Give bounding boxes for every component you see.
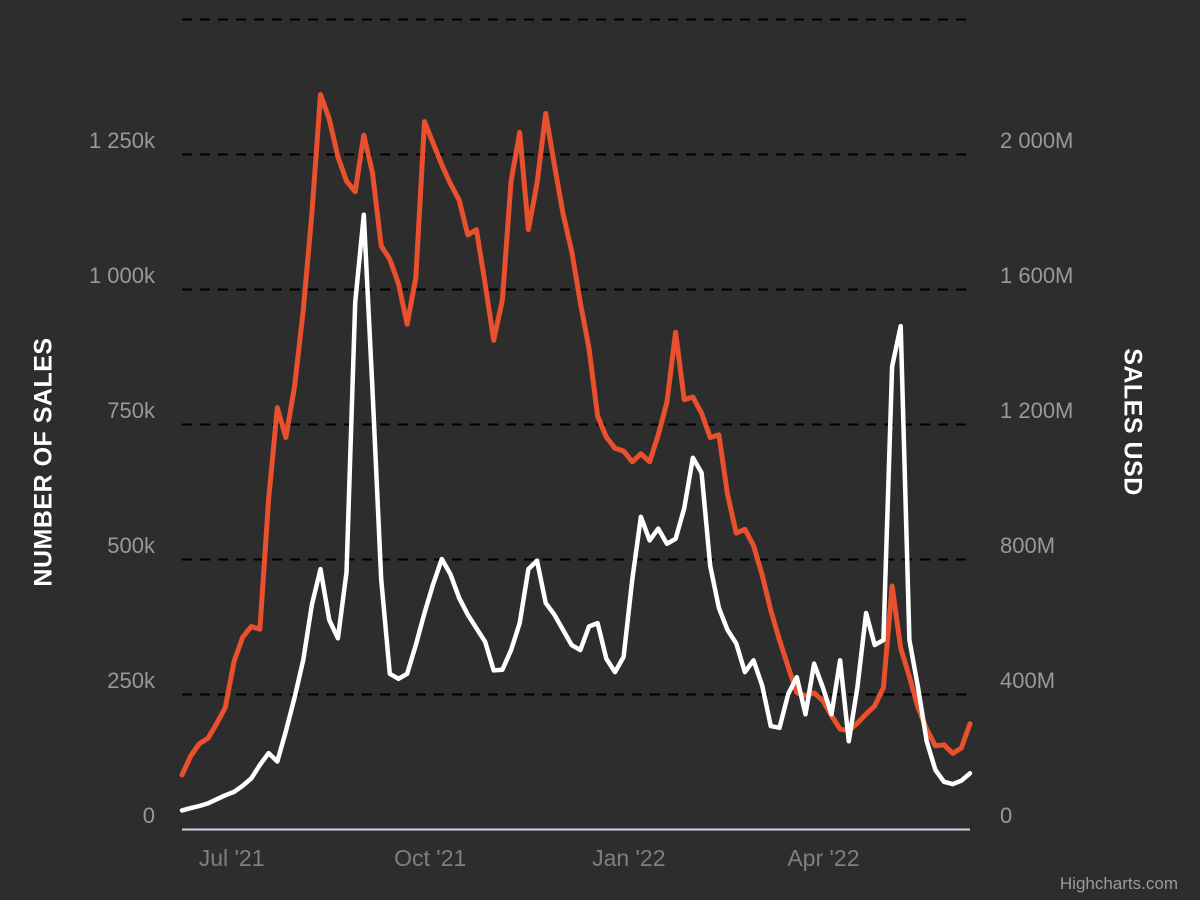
y-axis-title-right: SALES USD bbox=[1118, 348, 1147, 496]
x-axis-label: Oct '21 bbox=[394, 845, 466, 871]
x-axis-label: Jan '22 bbox=[592, 845, 665, 871]
series-line-sales-usd[interactable] bbox=[179, 212, 973, 813]
y-axis-title-left: NUMBER OF SALES bbox=[29, 337, 58, 587]
y-axis-label-left: 1 000k bbox=[89, 263, 156, 288]
y-axis-label-right: 1 200M bbox=[1000, 398, 1073, 423]
y-axis-label-left: 750k bbox=[107, 398, 156, 423]
y-axis-label-left: 0 bbox=[143, 803, 155, 828]
y-axis-label-left: 500k bbox=[107, 533, 156, 558]
y-axis-label-right: 800M bbox=[1000, 533, 1055, 558]
y-axis-label-right: 400M bbox=[1000, 668, 1055, 693]
y-axis-label-left: 1 250k bbox=[89, 128, 156, 153]
series-line-number-of-sales[interactable] bbox=[179, 92, 973, 778]
x-axis-label: Apr '22 bbox=[787, 845, 859, 871]
y-axis-label-right: 1 600M bbox=[1000, 263, 1073, 288]
y-axis-label-right: 0 bbox=[1000, 803, 1012, 828]
y-axis-label-left: 250k bbox=[107, 668, 156, 693]
highcharts-credits-link[interactable]: Highcharts.com bbox=[1059, 874, 1178, 893]
y-axis-label-right: 2 000M bbox=[1000, 128, 1073, 153]
x-axis-label: Jul '21 bbox=[199, 845, 265, 871]
